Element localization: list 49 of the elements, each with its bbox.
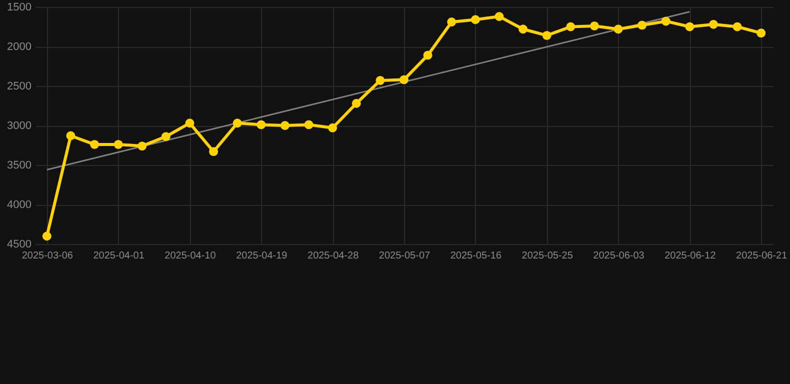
y-tick-label: 2500 <box>7 80 32 92</box>
point <box>400 75 408 84</box>
y-tick-label: 4500 <box>7 238 32 250</box>
point <box>304 120 314 130</box>
y-tick-label: 4000 <box>7 199 32 211</box>
point <box>542 30 552 40</box>
point <box>661 16 670 26</box>
point <box>423 50 432 60</box>
point <box>614 24 623 34</box>
point <box>114 140 123 149</box>
y-tick-label: 3500 <box>7 160 32 172</box>
point <box>352 98 361 108</box>
point <box>376 76 385 85</box>
x-tick-label: 2025-05-25 <box>522 250 574 262</box>
point <box>566 22 576 32</box>
point <box>590 21 599 30</box>
y-tick-label: 2000 <box>7 41 32 53</box>
point <box>185 118 194 128</box>
point <box>756 28 766 38</box>
point <box>209 147 218 156</box>
point <box>518 24 528 34</box>
x-tick-label: 2025-04-10 <box>164 250 216 262</box>
x-tick-label: 2025-05-16 <box>450 250 502 262</box>
point <box>161 132 170 142</box>
point <box>232 118 242 128</box>
x-tick-label: 2025-06-03 <box>593 250 645 262</box>
x-tick-label: 2025-04-01 <box>93 250 145 262</box>
point <box>328 123 338 132</box>
point <box>280 121 290 130</box>
point <box>494 12 504 21</box>
y-tick-label: 3000 <box>7 120 32 132</box>
y-tick-label: 1500 <box>7 2 32 14</box>
point <box>66 131 76 140</box>
x-tick-label: 2025-06-21 <box>736 250 788 262</box>
point <box>256 120 266 130</box>
point <box>470 15 480 24</box>
point <box>42 232 52 241</box>
point <box>685 22 694 32</box>
point <box>732 22 742 32</box>
point <box>447 18 456 26</box>
point <box>709 20 718 29</box>
point <box>90 140 99 149</box>
x-tick-label: 2025-03-06 <box>22 250 74 262</box>
point <box>638 20 647 30</box>
x-tick-label: 2025-04-28 <box>308 250 360 262</box>
x-tick-label: 2025-05-07 <box>378 250 431 262</box>
x-tick-label: 2025-04-19 <box>236 250 288 262</box>
point <box>138 142 147 151</box>
x-tick-label: 2025-06-12 <box>664 250 716 262</box>
